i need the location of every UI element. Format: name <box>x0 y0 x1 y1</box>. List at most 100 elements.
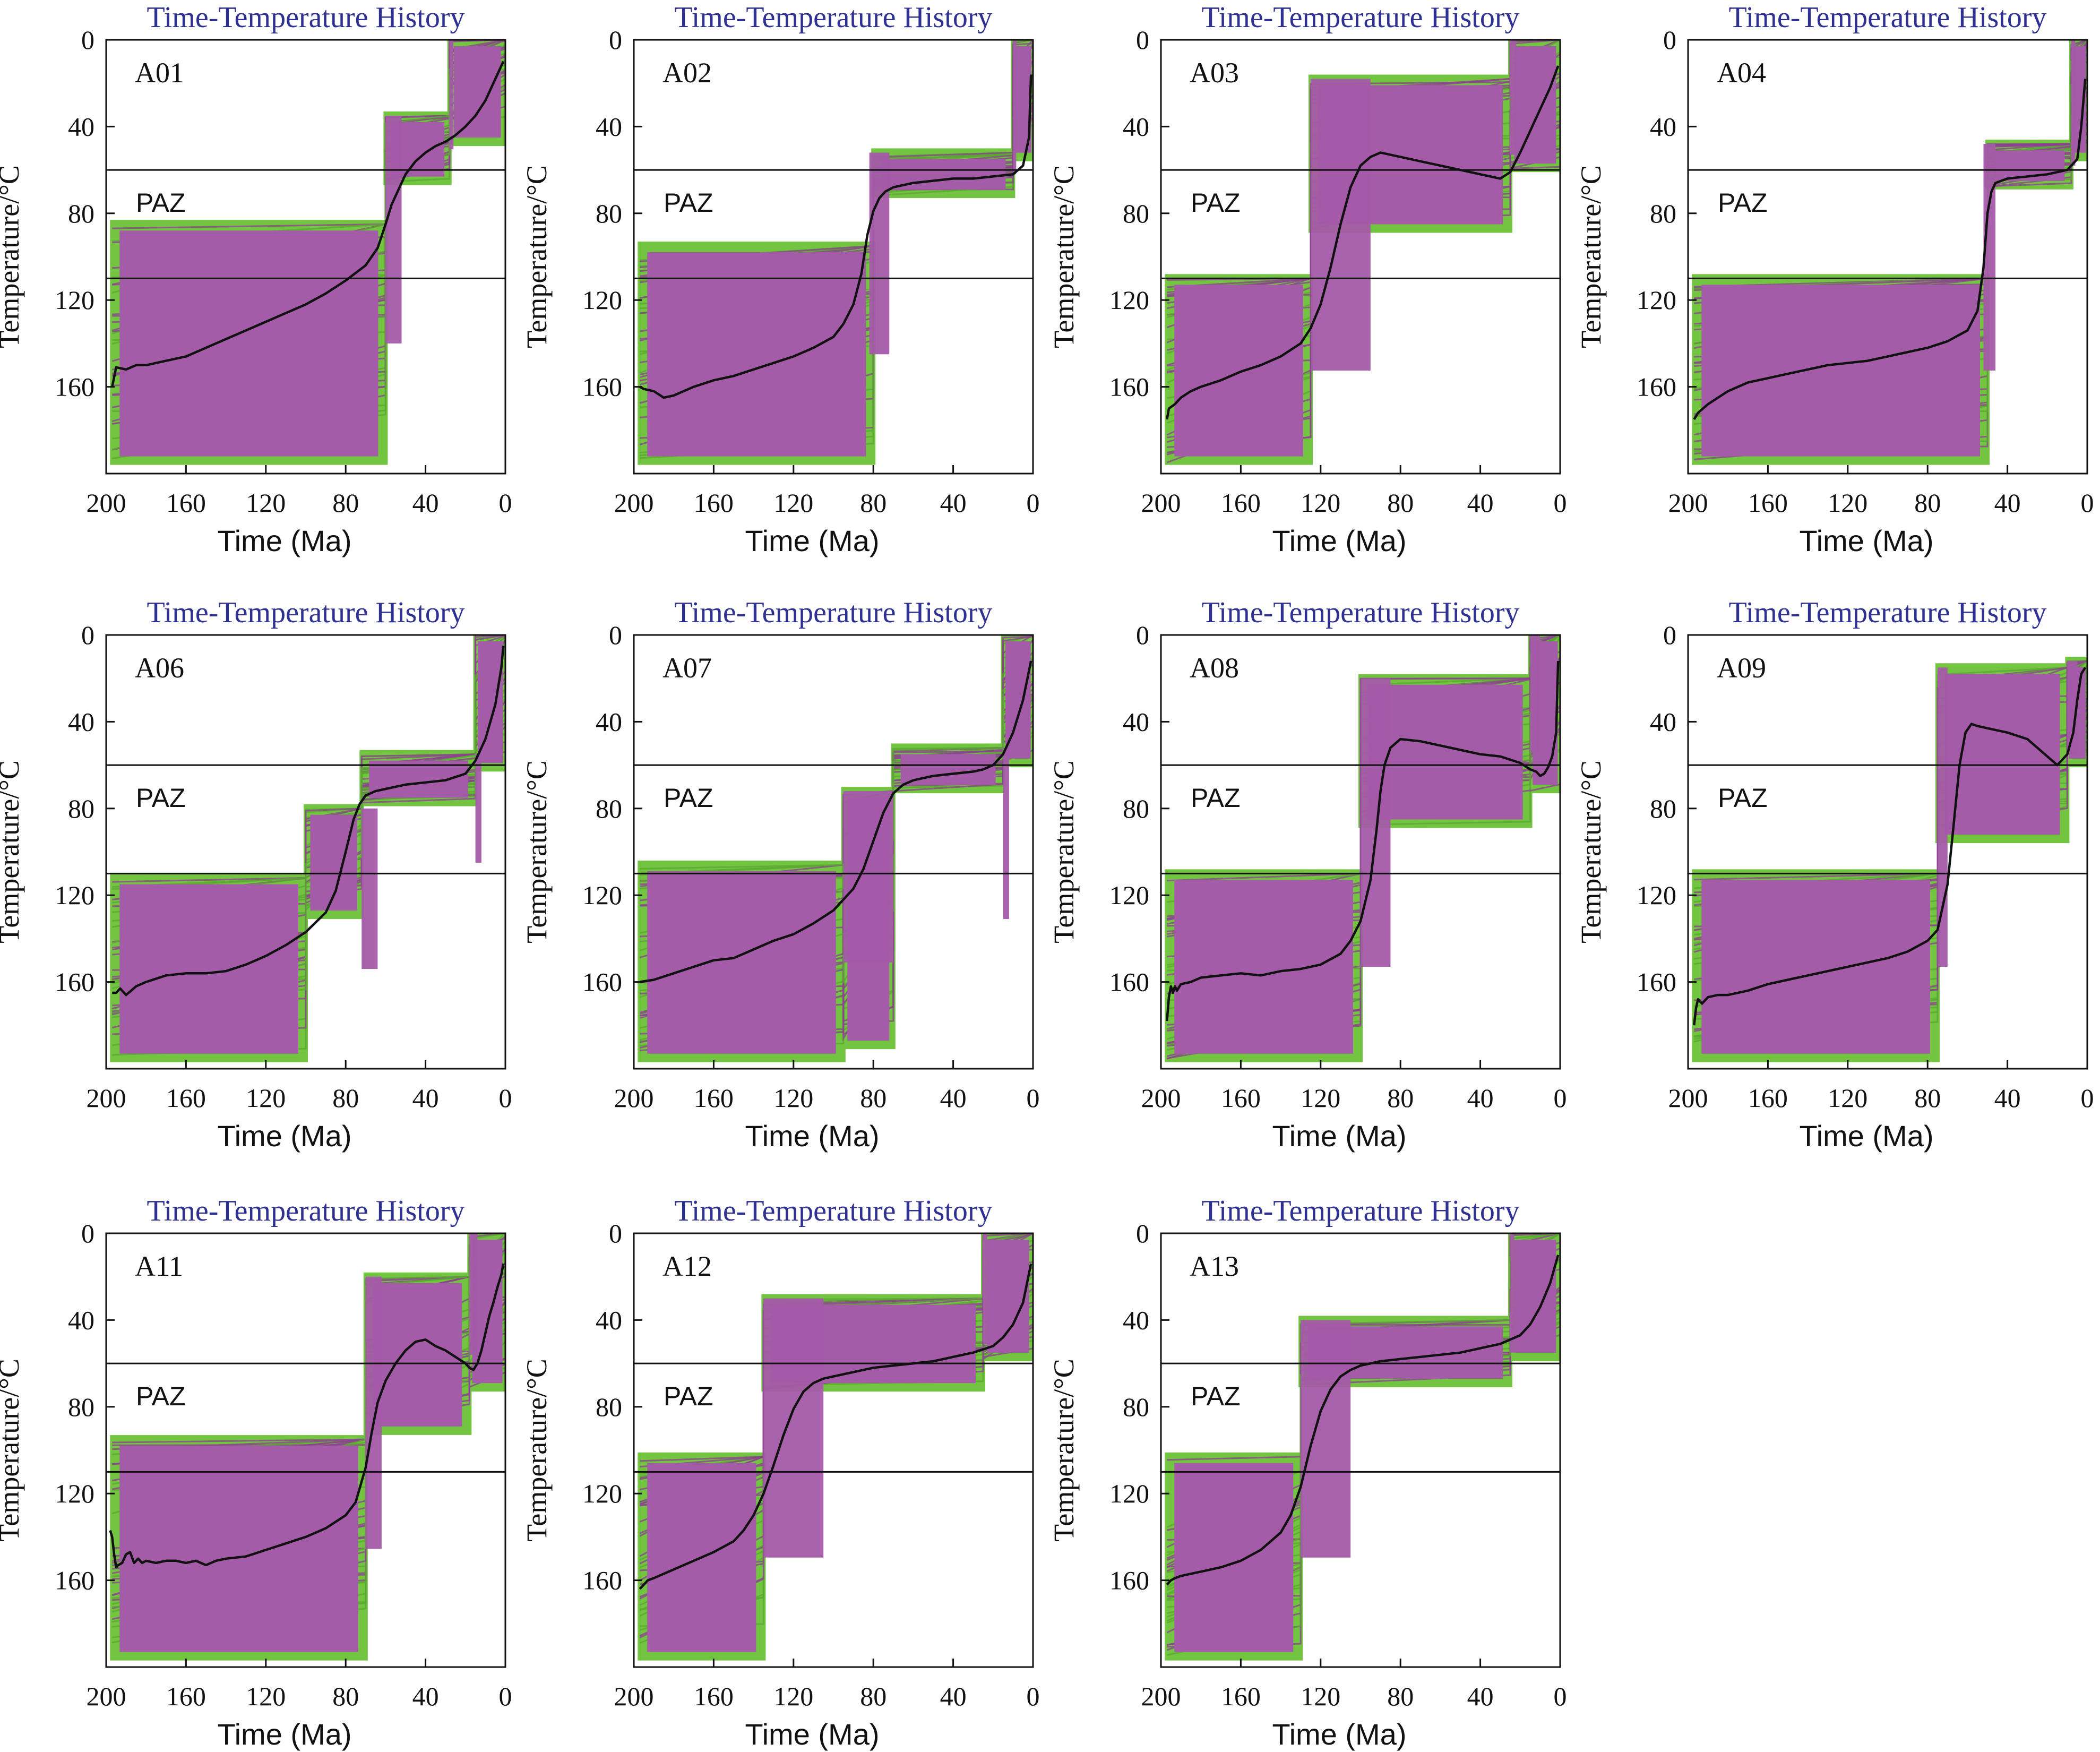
x-tick-label: 160 <box>694 488 734 518</box>
envelope-transition <box>449 40 454 150</box>
x-tick-label: 160 <box>1221 1681 1261 1711</box>
panel-a02: 0 40 80 120 160 200 160 120 80 40 0 Time-Temperatur… <box>521 1 1040 557</box>
plot-frame <box>105 39 506 475</box>
panel-title: Time-Temperature History <box>147 596 465 629</box>
envelope-transition <box>2071 40 2076 166</box>
y-tick-label: 0 <box>1663 25 1676 55</box>
x-tick-label: 120 <box>1301 488 1340 518</box>
x-tick-label: 200 <box>1141 1083 1181 1113</box>
envelope-transition <box>2067 661 2078 754</box>
x-tick-label: 200 <box>1668 488 1708 518</box>
x-tick-label: 200 <box>87 1083 126 1113</box>
y-tick-label: 160 <box>582 372 622 402</box>
plot-frame <box>1160 1232 1561 1668</box>
mean-path-line <box>109 1263 505 1569</box>
sample-label: A03 <box>1190 57 1239 89</box>
y-tick-label: 160 <box>55 1566 94 1595</box>
envelope-purple-band <box>647 871 836 1054</box>
x-tick-label: 160 <box>166 488 206 518</box>
panel-a12: 0 40 80 120 160 200 160 120 80 40 0 Time-Temperatur… <box>521 1195 1040 1751</box>
envelope-transition <box>469 1233 478 1355</box>
envelope-transition <box>1983 144 1996 371</box>
x-tick-label: 80 <box>332 1681 359 1711</box>
y-axis-label: Temperature/°C <box>1048 1359 1080 1542</box>
envelope-purple-band <box>1945 674 2060 835</box>
envelope-purple-band <box>369 760 468 798</box>
panel-a01: 0 40 80 120 160 200 160 120 80 40 0 Time-Temperatur… <box>0 1 512 557</box>
y-tick-label: 160 <box>55 372 94 402</box>
x-tick-label: 200 <box>614 488 654 518</box>
x-tick-label: 80 <box>1387 1083 1414 1113</box>
y-tick-label: 80 <box>596 794 622 823</box>
paz-label: PAZ <box>1191 783 1241 813</box>
envelope-a04 <box>1692 40 2087 465</box>
x-tick-label: 80 <box>332 488 359 518</box>
envelope-purple-band <box>1701 285 1980 457</box>
envelope-transition <box>869 152 890 355</box>
y-tick-label: 160 <box>55 967 94 997</box>
x-tick-label: 200 <box>614 1083 654 1113</box>
x-tick-label: 40 <box>940 1083 967 1113</box>
plot-frame <box>633 39 1034 475</box>
paz-label: PAZ <box>1718 188 1768 218</box>
x-tick-label: 80 <box>332 1083 359 1113</box>
envelope-purple-band <box>1174 1463 1294 1652</box>
y-tick-label: 80 <box>1650 199 1676 228</box>
envelope-purple-band <box>119 230 378 457</box>
envelope-purple-band <box>373 1283 462 1427</box>
envelope-a06 <box>110 635 505 1062</box>
sample-label: A07 <box>662 652 712 684</box>
y-tick-label: 0 <box>81 25 94 55</box>
plot-frame <box>1687 39 2088 475</box>
y-tick-label: 120 <box>1637 285 1676 315</box>
x-tick-label: 0 <box>499 1681 512 1711</box>
y-tick-label: 80 <box>1650 794 1676 823</box>
x-tick-label: 120 <box>246 1681 286 1711</box>
sample-label: A09 <box>1717 652 1766 684</box>
x-tick-label: 0 <box>1027 1083 1040 1113</box>
envelope-purple-band <box>119 1446 358 1652</box>
envelope-transition <box>362 808 378 969</box>
envelope-purple-band <box>119 884 298 1054</box>
envelope-transition <box>983 1233 987 1344</box>
x-axis-label: Time (Ma) <box>217 1119 351 1153</box>
y-tick-label: 0 <box>1136 25 1149 55</box>
x-tick-label: 40 <box>940 1681 967 1711</box>
sample-label: A11 <box>135 1250 183 1282</box>
y-tick-label: 0 <box>81 620 94 650</box>
envelope-transition <box>365 1276 382 1549</box>
x-tick-label: 160 <box>1748 488 1788 518</box>
y-tick-label: 80 <box>68 1392 94 1422</box>
y-tick-label: 160 <box>1109 1566 1149 1595</box>
envelope-transition <box>1510 40 1517 155</box>
envelope-purple-band <box>1368 684 1523 820</box>
y-tick-label: 40 <box>1123 707 1149 736</box>
envelope-transition <box>1361 678 1391 967</box>
envelope-purple-band <box>987 1240 1029 1353</box>
y-tick-label: 160 <box>582 1566 622 1595</box>
y-tick-label: 80 <box>1123 199 1149 228</box>
sample-label: A04 <box>1717 57 1766 89</box>
panel-a03: 0 40 80 120 160 200 160 120 80 40 0 Time-Temperatur… <box>1048 1 1567 557</box>
envelope-a07 <box>638 635 1033 1062</box>
x-tick-label: 0 <box>1027 1681 1040 1711</box>
plot-frame <box>1160 39 1561 475</box>
x-axis-label: Time (Ma) <box>745 1717 879 1751</box>
mean-path-line <box>639 74 1032 399</box>
x-tick-label: 80 <box>1387 1681 1414 1711</box>
x-tick-label: 40 <box>1994 1083 2021 1113</box>
mean-path-line <box>1166 660 1560 1021</box>
x-axis-label: Time (Ma) <box>217 524 351 557</box>
paz-label: PAZ <box>136 188 186 218</box>
x-tick-label: 160 <box>1748 1083 1788 1113</box>
x-axis-label: Time (Ma) <box>1799 524 1933 557</box>
x-axis-label: Time (Ma) <box>1799 1119 1933 1153</box>
y-tick-label: 120 <box>1109 285 1149 315</box>
x-axis-label: Time (Ma) <box>1272 1717 1406 1751</box>
paz-label: PAZ <box>664 783 713 813</box>
y-axis-label: Temperature/°C <box>1575 165 1607 348</box>
x-tick-label: 160 <box>166 1681 206 1711</box>
x-tick-label: 120 <box>773 1083 813 1113</box>
plot-frame <box>1160 634 1561 1070</box>
paz-label: PAZ <box>1191 1381 1241 1411</box>
